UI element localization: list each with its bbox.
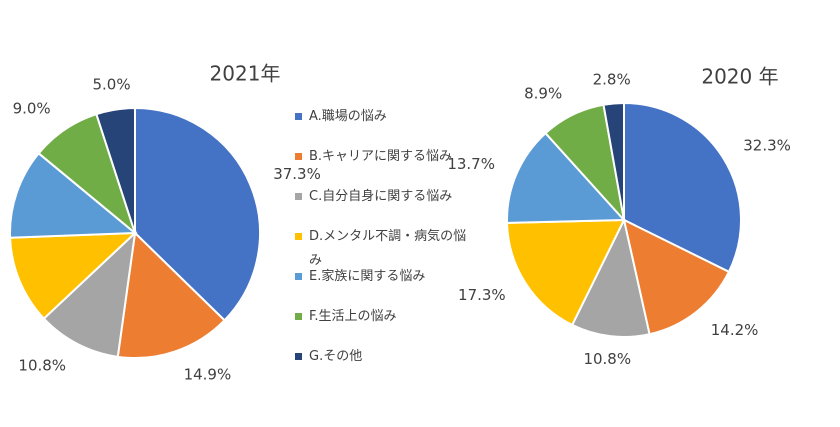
legend-item: D.メンタル不調・病気の悩み: [295, 225, 475, 268]
legend-label: D.メンタル不調・病気の悩み: [309, 229, 467, 268]
data-label: 2.8%: [593, 71, 631, 89]
pie-slice: [9, 231, 138, 320]
pie-slice: [602, 101, 625, 221]
data-label: 5.0%: [92, 75, 130, 93]
legend-item: G.その他: [295, 345, 475, 385]
legend-label: E.家族に関する悩み: [309, 269, 426, 284]
legend-swatch: [295, 153, 302, 160]
legend-label: F.生活上の悩み: [309, 309, 397, 324]
pie-slice: [42, 230, 137, 358]
legend-item: B.キャリアに関する悩み: [295, 145, 475, 185]
data-label: 13.7%: [447, 155, 495, 173]
data-label: 10.8%: [18, 357, 66, 375]
pie-slice: [506, 131, 627, 224]
legend-item: A.職場の悩み: [295, 105, 475, 145]
data-label: 14.9%: [184, 365, 232, 383]
pie-slice: [9, 151, 138, 239]
data-label: 8.9%: [524, 84, 562, 102]
legend-label: A.職場の悩み: [309, 109, 387, 124]
data-label: 17.3%: [458, 286, 506, 304]
pie-slice: [134, 106, 261, 322]
data-label: 14.2%: [711, 321, 759, 339]
data-label: 9.0%: [13, 99, 51, 117]
legend-item: C.自分自身に関する悩み: [295, 185, 475, 225]
data-label: 32.3%: [743, 136, 791, 154]
legend-swatch: [295, 193, 302, 200]
chart-title: 2021年: [210, 62, 281, 86]
data-label: 10.8%: [583, 350, 631, 368]
pie-slice: [506, 218, 626, 327]
legend-swatch: [295, 273, 302, 280]
pie-slice: [116, 230, 226, 359]
pie-slice: [622, 218, 731, 336]
pie-slice: [95, 106, 136, 234]
legend-item: E.家族に関する悩み: [295, 265, 475, 305]
legend-swatch: [295, 233, 302, 240]
legend-label: B.キャリアに関する悩み: [309, 149, 453, 164]
legend-swatch: [295, 353, 302, 360]
legend-label: G.その他: [309, 349, 363, 364]
legend-item: F.生活上の悩み: [295, 305, 475, 345]
chart-title: 2020 年: [701, 65, 778, 89]
pie-slice: [570, 217, 651, 338]
legend: A.職場の悩み B.キャリアに関する悩み C.自分自身に関する悩み D.メンタル不調・…: [295, 105, 475, 385]
legend-label: C.自分自身に関する悩み: [309, 189, 453, 204]
legend-swatch: [295, 113, 302, 120]
legend-swatch: [295, 313, 302, 320]
data-label: 37.3%: [273, 165, 321, 183]
pie-slice: [623, 101, 742, 274]
